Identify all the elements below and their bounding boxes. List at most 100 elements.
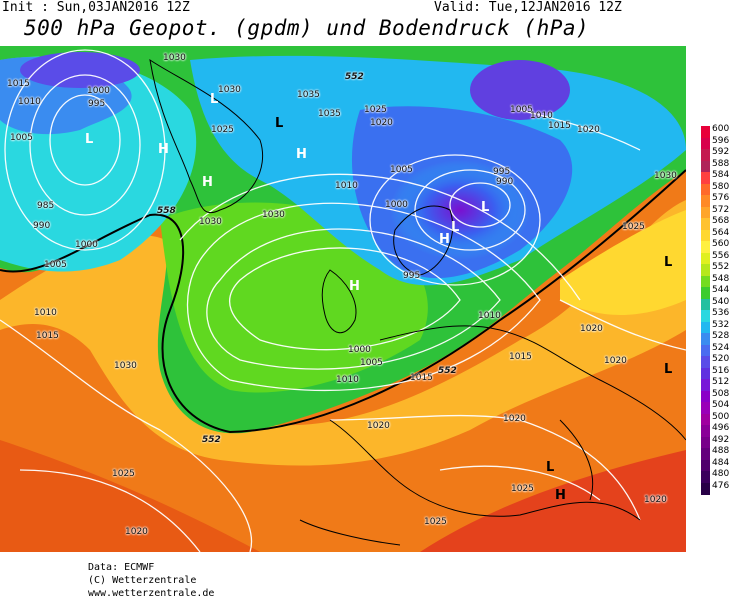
isobar-label: 1010 xyxy=(530,111,553,121)
scale-label: 536 xyxy=(712,308,730,318)
low-pressure-marker: L xyxy=(210,92,219,107)
isobar-label: 1030 xyxy=(218,85,241,95)
isobar-label: 1000 xyxy=(75,240,98,250)
isobar-label: 1020 xyxy=(125,527,148,537)
isobar-label: 1035 xyxy=(318,109,341,119)
footer-copyright: (C) Wetterzentrale xyxy=(88,575,197,586)
geopot-red-southeast xyxy=(420,450,686,552)
isobar-label: 1005 xyxy=(10,133,33,143)
high-pressure-marker: H xyxy=(349,279,360,294)
scale-label: 524 xyxy=(712,342,730,353)
isobar-label: 995 xyxy=(403,271,421,281)
scale-label: 592 xyxy=(712,147,730,157)
footer-url: www.wetterzentrale.de xyxy=(88,588,215,599)
geopot-purple-nw xyxy=(20,52,140,88)
isobar-label: 985 xyxy=(37,201,55,211)
isobar-label: 1000 xyxy=(348,345,371,355)
scale-swatch xyxy=(701,310,710,322)
scale-swatch xyxy=(701,126,710,138)
scale-label: 544 xyxy=(712,285,730,295)
scale-swatch xyxy=(701,390,710,403)
scale-label: 548 xyxy=(712,273,730,284)
isobar-label: 1010 xyxy=(18,97,41,107)
low-pressure-marker: L xyxy=(85,132,94,147)
scale-swatch xyxy=(701,137,710,150)
scale-label: 512 xyxy=(712,377,730,387)
low-pressure-marker: L xyxy=(664,362,673,377)
scale-swatch xyxy=(701,482,710,495)
scale-swatch xyxy=(701,241,710,253)
low-pressure-marker: L xyxy=(451,220,460,235)
scale-label: 596 xyxy=(712,135,730,146)
scale-label: 496 xyxy=(712,423,730,433)
scale-label: 480 xyxy=(712,469,730,479)
isobar-lines xyxy=(0,49,686,552)
isobar-label: 1020 xyxy=(604,356,627,366)
scale-swatch xyxy=(701,459,710,472)
low-pressure-marker: L xyxy=(664,255,673,270)
coastlines xyxy=(149,58,686,546)
isobar-label: 1010 xyxy=(336,375,359,385)
scale-swatch xyxy=(701,298,710,311)
isobar-label: 1015 xyxy=(7,79,30,89)
scale-swatch xyxy=(701,425,710,437)
scale-swatch xyxy=(701,218,710,230)
high-pressure-marker: H xyxy=(555,488,566,503)
scale-label: 476 xyxy=(712,480,730,491)
isobar-label: 1015 xyxy=(548,121,571,131)
high-pressure-marker: H xyxy=(296,147,307,162)
map-title: 500 hPa Geopot. (gpdm) und Bodendruck (h… xyxy=(24,16,590,40)
isobar-label: 995 xyxy=(88,99,106,109)
isobar-label: 1005 xyxy=(44,260,67,270)
scale-label: 516 xyxy=(712,365,730,376)
scale-label: 584 xyxy=(712,170,730,180)
scale-swatch xyxy=(701,195,710,207)
scale-swatch xyxy=(701,344,710,357)
scale-swatch xyxy=(701,413,710,426)
geopot-contour-label: 552 xyxy=(202,435,221,445)
isobar-label: 1025 xyxy=(622,222,645,232)
isobar-label: 1025 xyxy=(424,517,447,527)
isobar-label: 1010 xyxy=(34,308,57,318)
isobar-label: 1015 xyxy=(36,331,59,341)
isobar-label: 1030 xyxy=(114,361,137,371)
scale-label: 500 xyxy=(712,411,730,422)
geopot-contour-label: 552 xyxy=(438,366,457,376)
isobar-label: 1020 xyxy=(503,414,526,424)
scale-swatch xyxy=(701,183,710,196)
scale-label: 600 xyxy=(712,124,730,134)
isobar-label: 1000 xyxy=(87,86,110,96)
scale-swatch xyxy=(701,160,710,173)
scale-swatch xyxy=(701,402,710,414)
scale-label: 540 xyxy=(712,296,730,307)
isobar-label: 990 xyxy=(496,177,514,187)
scale-label: 528 xyxy=(712,331,730,341)
isobar-label: 1015 xyxy=(509,352,532,362)
isobar-label: 1030 xyxy=(654,171,677,181)
scale-label: 504 xyxy=(712,400,730,410)
geopot-red-south xyxy=(0,440,260,552)
isobar-label: 1025 xyxy=(112,469,135,479)
init-time: Init : Sun,03JAN2016 12Z xyxy=(2,0,190,15)
scale-swatch xyxy=(701,229,710,242)
geopot-yellow-east xyxy=(560,210,686,315)
scale-label: 520 xyxy=(712,354,730,364)
scale-swatch xyxy=(701,356,710,368)
high-pressure-marker: H xyxy=(158,142,169,157)
scale-swatch xyxy=(701,367,710,380)
scale-swatch xyxy=(701,471,710,483)
low-pressure-marker: L xyxy=(275,116,284,131)
low-pressure-marker: L xyxy=(546,460,555,475)
scale-swatch xyxy=(701,264,710,276)
scale-label: 484 xyxy=(712,457,730,468)
scale-swatch xyxy=(701,436,710,449)
scale-swatch xyxy=(701,206,710,219)
scale-label: 580 xyxy=(712,181,730,192)
high-pressure-marker: H xyxy=(439,232,450,247)
weather-map: 1030 1030 1035 1035 1025 1020 1015 1010 1000 995 1… xyxy=(0,46,686,552)
geopot-contour-label: 558 xyxy=(157,206,176,216)
scale-swatch xyxy=(701,172,710,184)
isobar-label: 1005 xyxy=(510,105,533,115)
geopot-violet-core xyxy=(390,160,530,260)
isobar-label: 1005 xyxy=(360,358,383,368)
